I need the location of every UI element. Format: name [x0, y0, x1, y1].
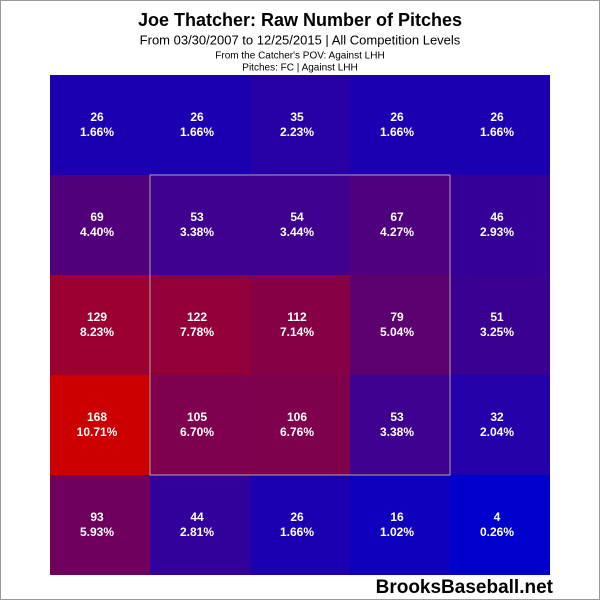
heat-cell: [150, 75, 250, 175]
heat-cell: [250, 475, 350, 575]
chart-title: Joe Thatcher: Raw Number of Pitches: [138, 10, 462, 30]
cell-percent: 1.66%: [80, 125, 114, 139]
cell-percent: 2.81%: [180, 525, 214, 539]
cell-count: 54: [290, 210, 304, 224]
cell-count: 105: [187, 410, 207, 424]
heat-cell: [350, 375, 450, 475]
heat-cell: [250, 175, 350, 275]
heat-cell: [150, 175, 250, 275]
cell-percent: 3.44%: [280, 225, 314, 239]
cell-count: 16: [390, 510, 404, 524]
cell-percent: 2.23%: [280, 125, 314, 139]
cell-count: 69: [90, 210, 104, 224]
heat-cell: [250, 75, 350, 175]
cell-percent: 2.93%: [480, 225, 514, 239]
heat-cell: [450, 175, 550, 275]
cell-percent: 1.66%: [480, 125, 514, 139]
cell-percent: 10.71%: [77, 425, 118, 439]
heat-cell: [50, 75, 150, 175]
cell-count: 26: [290, 510, 304, 524]
cell-count: 93: [90, 510, 104, 524]
heat-cell: [350, 275, 450, 375]
cell-percent: 3.38%: [380, 425, 414, 439]
heat-cell: [450, 475, 550, 575]
chart-subtitle: From 03/30/2007 to 12/25/2015 | All Comp…: [140, 32, 461, 47]
cell-count: 51: [490, 310, 504, 324]
cell-count: 168: [87, 410, 107, 424]
strike-zone: [149, 174, 451, 476]
cell-percent: 5.04%: [380, 325, 414, 339]
heat-cell: [450, 375, 550, 475]
cell-percent: 8.23%: [80, 325, 114, 339]
heat-cell: [50, 275, 150, 375]
cell-percent: 1.66%: [380, 125, 414, 139]
cell-percent: 4.40%: [80, 225, 114, 239]
heat-cell: [450, 275, 550, 375]
heat-cell: [250, 275, 350, 375]
heat-cell: [50, 375, 150, 475]
cell-percent: 0.26%: [480, 525, 514, 539]
cell-count: 26: [490, 110, 504, 124]
chart-note: From the Catcher's POV: Against LHH: [215, 51, 384, 62]
cell-percent: 6.70%: [180, 425, 214, 439]
cell-percent: 1.02%: [380, 525, 414, 539]
heat-cell: [50, 475, 150, 575]
cell-count: 4: [494, 510, 501, 524]
cell-count: 26: [190, 110, 204, 124]
cell-percent: 3.25%: [480, 325, 514, 339]
heat-cell: [250, 375, 350, 475]
cell-count: 122: [187, 310, 207, 324]
source: BrooksBaseball.net: [376, 577, 554, 598]
cell-count: 46: [490, 210, 504, 224]
heat-cell: [150, 475, 250, 575]
cell-count: 129: [87, 310, 107, 324]
cell-percent: 5.93%: [80, 525, 114, 539]
cell-count: 26: [390, 110, 404, 124]
cell-count: 32: [490, 410, 504, 424]
heat-cell: [150, 375, 250, 475]
cell-percent: 7.14%: [280, 325, 314, 339]
cell-count: 26: [90, 110, 104, 124]
cell-count: 106: [287, 410, 307, 424]
heat-cell: [150, 275, 250, 375]
cell-percent: 6.76%: [280, 425, 314, 439]
cell-count: 53: [190, 210, 204, 224]
cell-count: 53: [390, 410, 404, 424]
cell-percent: 4.27%: [380, 225, 414, 239]
cell-percent: 1.66%: [280, 525, 314, 539]
heat-cell: [350, 475, 450, 575]
cell-percent: 7.78%: [180, 325, 214, 339]
cell-count: 35: [290, 110, 304, 124]
chart-note: Pitches: FC | Against LHH: [242, 63, 357, 74]
cell-count: 44: [190, 510, 204, 524]
cell-count: 112: [287, 310, 307, 324]
heat-cell: [350, 175, 450, 275]
cell-percent: 3.38%: [180, 225, 214, 239]
cell-percent: 1.66%: [180, 125, 214, 139]
heat-cell: [450, 75, 550, 175]
cell-count: 79: [390, 310, 404, 324]
heat-cell: [50, 175, 150, 275]
cell-count: 67: [390, 210, 404, 224]
cell-percent: 2.04%: [480, 425, 514, 439]
heat-cell: [350, 75, 450, 175]
